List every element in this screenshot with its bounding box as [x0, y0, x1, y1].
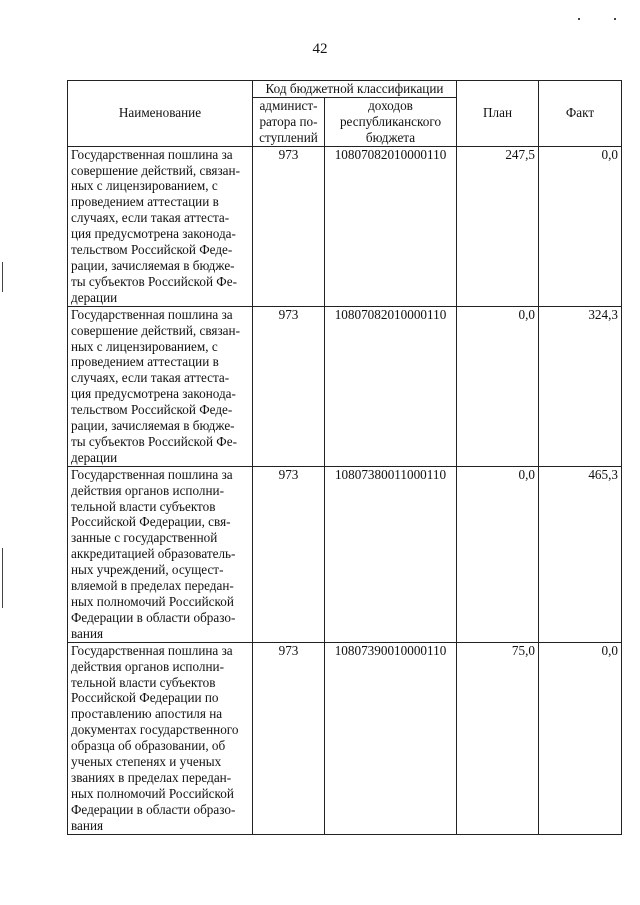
- text-line: ных с лицензированием, с: [71, 178, 218, 194]
- header-plan: План: [456, 80, 539, 147]
- text-line: вания: [71, 625, 104, 641]
- text-line: Российской Федерации по: [71, 690, 219, 706]
- header-code-group: Код бюджетной классификации: [252, 80, 457, 98]
- text-line: ных полномочий Российской: [71, 785, 234, 801]
- row-name: Государственная пошлина за действия орган…: [67, 641, 253, 835]
- row-fact: 465,3: [538, 465, 622, 643]
- row-fact: 0,0: [538, 641, 622, 835]
- text-line: действия органов исполни-: [71, 482, 224, 498]
- row-plan: 75,0: [456, 641, 539, 835]
- row-code: 10807082010000110: [324, 305, 457, 467]
- table-row: Государственная пошлина за совершение дей…: [67, 305, 622, 467]
- text-line: тельной власти субъектов: [71, 674, 216, 690]
- header-income: доходов республиканского бюджета: [324, 96, 457, 147]
- row-plan: 0,0: [456, 305, 539, 467]
- text-line: документах государственного: [71, 722, 239, 738]
- scan-dot: [614, 18, 616, 20]
- text-line: действия органов исполни-: [71, 658, 224, 674]
- text-line: случаях, если такая аттеста-: [71, 370, 230, 386]
- text-line: проведением аттестации в: [71, 354, 219, 370]
- text-line: тельством Российской Феде-: [71, 402, 233, 418]
- text-line: Федерации в области образо-: [71, 801, 236, 817]
- page-number: 42: [312, 41, 328, 57]
- text-line: ция предусмотрена законода-: [71, 226, 236, 242]
- text-line: админист-: [259, 97, 318, 113]
- text-line: бюджета: [365, 129, 416, 145]
- text-line: образца об образовании, об: [71, 738, 226, 754]
- row-name: Государственная пошлина за совершение дей…: [67, 305, 253, 467]
- table-row: Государственная пошлина за совершение дей…: [67, 145, 622, 307]
- row-plan: 0,0: [456, 465, 539, 643]
- table-row: Государственная пошлина за действия орган…: [67, 641, 622, 835]
- header-row: Наименование Код бюджетной классификации…: [67, 80, 622, 147]
- text-line: ных учреждений, осущест-: [71, 562, 224, 578]
- scan-dot: [578, 18, 580, 20]
- text-line: аккредитацией образователь-: [71, 546, 236, 562]
- text-line: совершение действий, связан-: [71, 322, 240, 338]
- text-line: тельной власти субъектов: [71, 498, 216, 514]
- row-fact: 0,0: [538, 145, 622, 307]
- scan-mark: [2, 548, 3, 608]
- text-line: званиях в пределах передан-: [71, 769, 232, 785]
- text-line: рации, зачисляемая в бюдже-: [71, 418, 235, 434]
- text-line: дерации: [71, 289, 118, 305]
- text-line: ты субъектов Российской Фе-: [71, 273, 237, 289]
- text-line: тельством Российской Феде-: [71, 242, 233, 258]
- budget-table: Наименование Код бюджетной классификации…: [67, 80, 622, 835]
- text-line: рации, зачисляемая в бюдже-: [71, 257, 235, 273]
- scan-mark: [2, 262, 3, 292]
- text-line: ученых степенях и ученых: [71, 754, 222, 770]
- row-admin: 973: [252, 465, 325, 643]
- text-line: Государственная пошлина за: [71, 146, 233, 162]
- row-code: 10807380011000110: [324, 465, 457, 643]
- text-line: вляемой в пределах передан-: [71, 578, 234, 594]
- header-name: Наименование: [67, 80, 253, 147]
- row-plan: 247,5: [456, 145, 539, 307]
- header-subrow: админист-ратора по-ступлений доходов респ…: [68, 96, 622, 147]
- text-line: ступлений: [259, 129, 318, 145]
- text-line: ных с лицензированием, с: [71, 338, 218, 354]
- row-name: Государственная пошлина за действия орган…: [67, 465, 253, 643]
- text-line: Государственная пошлина за: [71, 642, 233, 658]
- text-line: Государственная пошлина за: [71, 306, 233, 322]
- row-name: Государственная пошлина за совершение дей…: [67, 145, 253, 307]
- row-code: 10807082010000110: [324, 145, 457, 307]
- row-admin: 973: [252, 145, 325, 307]
- header-admin: админист-ратора по-ступлений: [252, 96, 325, 147]
- text-line: ных полномочий Российской: [71, 594, 234, 609]
- text-line: совершение действий, связан-: [71, 162, 240, 178]
- row-admin: 973: [252, 641, 325, 835]
- text-line: республиканского: [339, 113, 442, 129]
- table-row: Государственная пошлина за действия орган…: [67, 465, 622, 643]
- row-admin: 973: [252, 305, 325, 467]
- text-line: Федерации в области образо-: [71, 609, 236, 625]
- header-fact: Факт: [538, 80, 622, 147]
- text-line: случаях, если такая аттеста-: [71, 210, 230, 226]
- text-line: ция предусмотрена законода-: [71, 386, 236, 402]
- text-line: доходов: [368, 97, 413, 113]
- text-line: ты субъектов Российской Фе-: [71, 433, 237, 449]
- text-line: ратора по-: [259, 113, 318, 129]
- text-line: дерации: [71, 449, 118, 465]
- text-line: проставлению апостиля на: [71, 706, 223, 722]
- text-line: Государственная пошлина за: [71, 466, 233, 482]
- text-line: вания: [71, 817, 104, 833]
- text-line: занные с государственной: [71, 530, 218, 546]
- text-line: проведением аттестации в: [71, 194, 219, 210]
- row-fact: 324,3: [538, 305, 622, 467]
- row-code: 10807390010000110: [324, 641, 457, 835]
- text-line: Российской Федерации, свя-: [71, 514, 231, 530]
